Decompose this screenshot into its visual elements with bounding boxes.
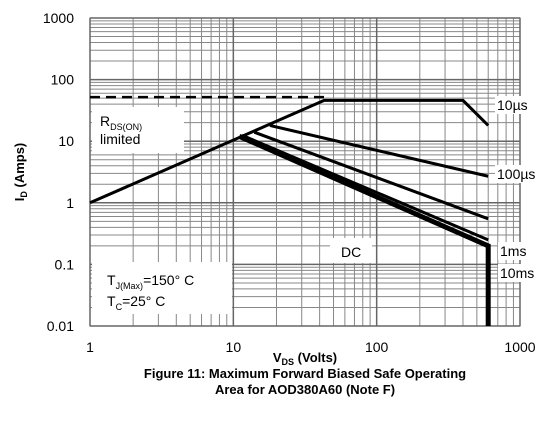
x-axis-label: VDS (Volts) (273, 350, 337, 367)
x-tick-label: 1000 (504, 339, 535, 355)
y-label-main: I (12, 198, 27, 202)
series-line (241, 133, 489, 242)
series-label-bg (498, 242, 549, 260)
x-tick-label: 100 (365, 339, 389, 355)
y-label-rest: (Amps) (12, 143, 27, 191)
chart-title: Figure 11: Maximum Forward Biased Safe O… (144, 366, 466, 381)
series-label-bg (495, 96, 547, 114)
y-tick-label: 0.1 (55, 256, 75, 272)
tc-rest: =25° C (122, 293, 165, 309)
series-label: 1ms (500, 243, 526, 259)
x-tick-label: 10 (226, 339, 242, 355)
tj-main: T (107, 272, 116, 288)
tc-sub: C (116, 302, 123, 312)
series-label-bg (495, 165, 547, 183)
annotation-box (92, 107, 184, 153)
chart-title: Area for AOD380A60 (Note F) (215, 382, 395, 397)
series-line (89, 98, 490, 205)
series-label: 10ms (500, 265, 534, 281)
annotation-box (92, 262, 232, 314)
series-line (269, 124, 489, 178)
rds-sub: DS(ON) (110, 122, 142, 132)
x-tick-label: 1 (86, 339, 94, 355)
rds-line2: limited (100, 131, 140, 147)
x-label-sub: DS (282, 357, 295, 367)
x-label-rest: (Volts) (294, 350, 337, 365)
y-tick-label: 10 (58, 133, 74, 149)
tj-sub: J(Max) (116, 281, 144, 291)
series-label-bg (498, 264, 549, 282)
tj-rest: =150° C (143, 272, 194, 288)
series-line (253, 130, 489, 221)
y-axis-label: ID (Amps) (12, 143, 29, 202)
y-tick-label: 1000 (43, 10, 74, 26)
marks (89, 95, 491, 326)
rds-main: R (100, 113, 110, 129)
rds-annotation: RDS(ON) (100, 113, 142, 132)
tc-annotation: TC=25° C (107, 293, 165, 312)
tj-annotation: TJ(Max)=150° C (107, 272, 194, 291)
y-label-sub: D (19, 191, 29, 198)
y-tick-label: 0.01 (47, 318, 74, 334)
series-label: DC (341, 244, 361, 260)
annotation-box (330, 238, 372, 263)
y-tick-label: 1 (66, 195, 74, 211)
y-tick-label: 100 (51, 72, 75, 88)
series-line (238, 134, 491, 326)
x-label-main: V (273, 350, 282, 365)
series-label: 10µs (497, 97, 528, 113)
series-label: 100µs (497, 166, 535, 182)
annotation-boxes (92, 107, 372, 314)
tc-main: T (107, 293, 116, 309)
